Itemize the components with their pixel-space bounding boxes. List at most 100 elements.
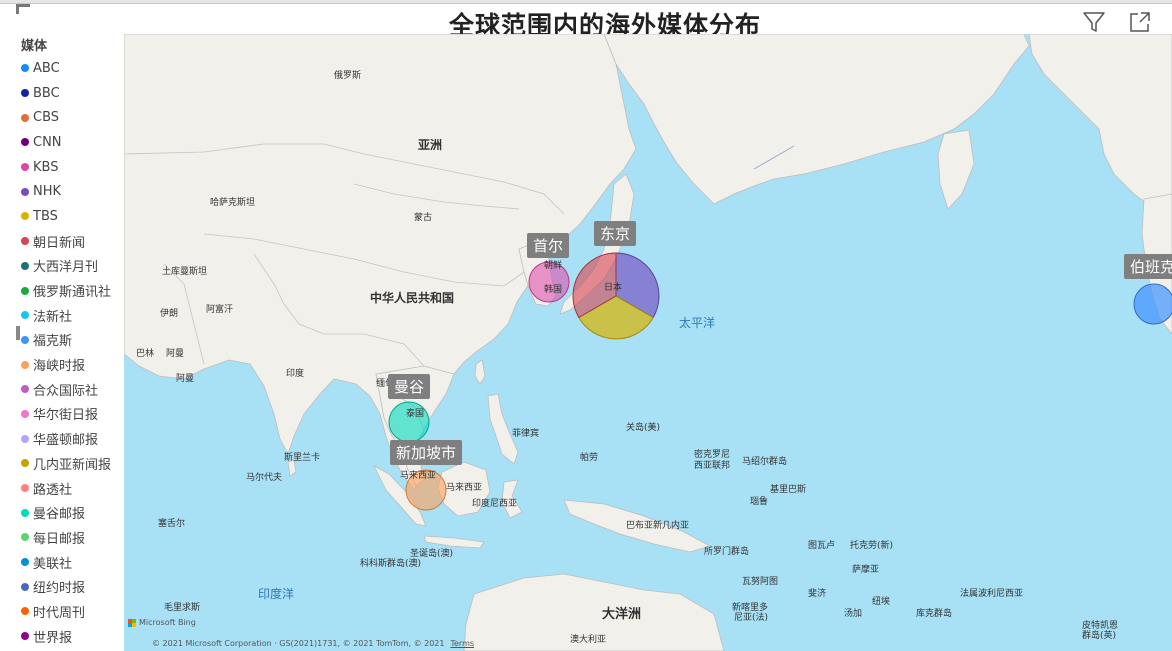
legend-item-label: 俄罗斯通讯社 bbox=[33, 285, 112, 301]
legend-item[interactable]: 大西洋月刊 bbox=[21, 254, 111, 279]
legend-item[interactable]: 每日邮报 bbox=[21, 525, 111, 550]
landmass-new-guinea bbox=[563, 499, 712, 553]
legend-item[interactable]: 福克斯 bbox=[21, 328, 111, 353]
legend-item[interactable]: CNN bbox=[21, 130, 111, 155]
place-solomon: 所罗门群岛 bbox=[704, 547, 750, 557]
legend-item[interactable]: KBS bbox=[21, 155, 111, 180]
legend-dot-icon bbox=[21, 508, 29, 517]
focus-mode-icon bbox=[1130, 12, 1150, 32]
city-label-bangkok[interactable]: 曼谷 bbox=[388, 374, 431, 399]
legend-item-label: KBS bbox=[33, 159, 59, 175]
legend-item[interactable]: 法新社 bbox=[21, 303, 111, 328]
place-cook: 库克群岛 bbox=[916, 609, 953, 619]
legend-dot-icon bbox=[21, 138, 29, 147]
legend-dot-icon bbox=[21, 459, 29, 468]
landmass-java bbox=[423, 535, 485, 549]
place-iran: 伊朗 bbox=[160, 309, 179, 319]
legend-item-label: NHK bbox=[33, 184, 62, 200]
tokyo-pie-slice-nhk[interactable] bbox=[615, 252, 660, 319]
place-north-korea: 朝鲜 bbox=[544, 261, 563, 271]
legend-dot-icon bbox=[21, 632, 29, 641]
city-label-burbank[interactable]: 伯班克 bbox=[1124, 254, 1172, 279]
legend-item-label: CBS bbox=[33, 110, 60, 126]
legend-item[interactable]: CBS bbox=[21, 105, 111, 130]
legend-item-label: 大西洋月刊 bbox=[33, 260, 99, 276]
terms-link[interactable]: Terms bbox=[450, 639, 475, 648]
legend-item[interactable]: 世界报 bbox=[21, 624, 111, 649]
legend-item-label: 路透社 bbox=[33, 482, 73, 498]
legend-item[interactable]: 时代周刊 bbox=[21, 599, 111, 624]
place-indian-ocean: 印度洋 bbox=[258, 587, 295, 601]
legend-item-label: 华尔街日报 bbox=[33, 408, 99, 424]
legend-dot-icon bbox=[21, 385, 29, 394]
microsoft-logo-icon bbox=[128, 618, 136, 627]
legend-item[interactable]: 曼谷邮报 bbox=[21, 500, 111, 525]
seoul-bubble[interactable] bbox=[528, 261, 570, 303]
legend-item[interactable]: ABC bbox=[21, 56, 111, 81]
dateline-segment bbox=[753, 145, 795, 170]
place-mongolia: 蒙古 bbox=[414, 213, 433, 223]
legend-item[interactable]: 俄罗斯通讯社 bbox=[21, 278, 111, 303]
visual-corner-handle[interactable] bbox=[16, 4, 30, 14]
legend-item[interactable]: 合众国际社 bbox=[21, 377, 111, 402]
legend-item-label: 华盛顿邮报 bbox=[33, 433, 99, 449]
landmass-australia bbox=[463, 573, 725, 651]
city-label-singapore[interactable]: 新加坡市 bbox=[390, 440, 463, 465]
legend-item-label: 纽约时报 bbox=[33, 581, 86, 597]
filter-button[interactable] bbox=[1080, 8, 1108, 36]
visual-top-border bbox=[0, 0, 1172, 4]
legend-scroll-handle[interactable] bbox=[16, 326, 20, 340]
legend-item[interactable]: 华盛顿邮报 bbox=[21, 426, 111, 451]
place-nauru: 瑙鲁 bbox=[750, 497, 769, 507]
legend-item[interactable]: 纽约时报 bbox=[21, 574, 111, 599]
place-russia: 俄罗斯 bbox=[334, 71, 362, 81]
city-label-tokyo[interactable]: 东京 bbox=[594, 221, 637, 246]
legend-item-label: 法新社 bbox=[33, 309, 73, 325]
legend-item-label: CNN bbox=[33, 134, 62, 150]
place-asia: 亚洲 bbox=[418, 138, 443, 152]
landmass-philippines bbox=[487, 393, 519, 465]
legend-dot-icon bbox=[21, 582, 29, 591]
place-turkmenistan: 土库曼斯坦 bbox=[162, 267, 208, 277]
basemap bbox=[124, 34, 1172, 651]
landmass-srilanka bbox=[287, 459, 297, 477]
singapore-bubble[interactable] bbox=[405, 469, 447, 511]
legend-dot-icon bbox=[21, 286, 29, 295]
country-borders bbox=[124, 143, 565, 430]
place-png: 巴布亚新几内亚 bbox=[626, 521, 690, 531]
legend-item[interactable]: TBS bbox=[21, 204, 111, 229]
legend-item-label: 曼谷邮报 bbox=[33, 507, 86, 523]
legend-dot-icon bbox=[21, 237, 29, 246]
place-micronesia: 密克罗尼西亚联邦 bbox=[694, 450, 731, 471]
city-label-seoul[interactable]: 首尔 bbox=[527, 233, 570, 258]
focus-mode-button[interactable] bbox=[1126, 8, 1154, 36]
landmass-sumatra bbox=[373, 465, 427, 527]
legend-item[interactable]: 朝日新闻 bbox=[21, 229, 111, 254]
landmass-far-east bbox=[603, 34, 1030, 205]
map-canvas[interactable]: 俄罗斯 亚洲 哈萨克斯坦 蒙古 土库曼斯坦 阿富汗 中华人民共和国 伊朗 巴林 … bbox=[124, 34, 1172, 651]
place-oceania: 大洋洲 bbox=[602, 607, 642, 622]
legend-item[interactable]: 路透社 bbox=[21, 476, 111, 501]
legend-item[interactable]: NHK bbox=[21, 179, 111, 204]
place-maldives: 马尔代夫 bbox=[246, 473, 283, 483]
place-vanuatu: 瓦努阿图 bbox=[742, 577, 779, 587]
place-pitcairn-a: 皮特凯恩 bbox=[1082, 621, 1119, 631]
bing-label: Microsoft Bing bbox=[139, 618, 196, 627]
legend-item[interactable]: 几内亚新闻报 bbox=[21, 451, 111, 476]
place-mauritius: 毛里求斯 bbox=[164, 603, 201, 613]
legend-item[interactable]: 华尔街日报 bbox=[21, 402, 111, 427]
place-tonga: 汤加 bbox=[844, 609, 863, 619]
legend-dot-icon bbox=[21, 409, 29, 418]
legend-item[interactable]: 美联社 bbox=[21, 550, 111, 575]
legend-item[interactable]: BBC bbox=[21, 81, 111, 106]
legend: 媒体 ABC BBC CBS CNN KBS NHK TBS 朝日新闻 大西洋月刊 俄罗斯通讯社法… bbox=[0, 34, 124, 651]
legend-dot-icon bbox=[21, 533, 29, 542]
burbank-bubble[interactable] bbox=[1133, 283, 1172, 325]
legend-item[interactable]: 海峡时报 bbox=[21, 352, 111, 377]
place-pitcairn-b: 群岛(英) bbox=[1082, 631, 1117, 641]
tokyo-pie-slice-tbs[interactable] bbox=[578, 295, 654, 340]
visual-header-toolbar bbox=[1080, 8, 1154, 36]
tokyo-pie[interactable] bbox=[572, 252, 660, 340]
tokyo-pie-slice-asahi[interactable] bbox=[572, 252, 617, 319]
legend-item-label: 每日邮报 bbox=[33, 531, 86, 547]
